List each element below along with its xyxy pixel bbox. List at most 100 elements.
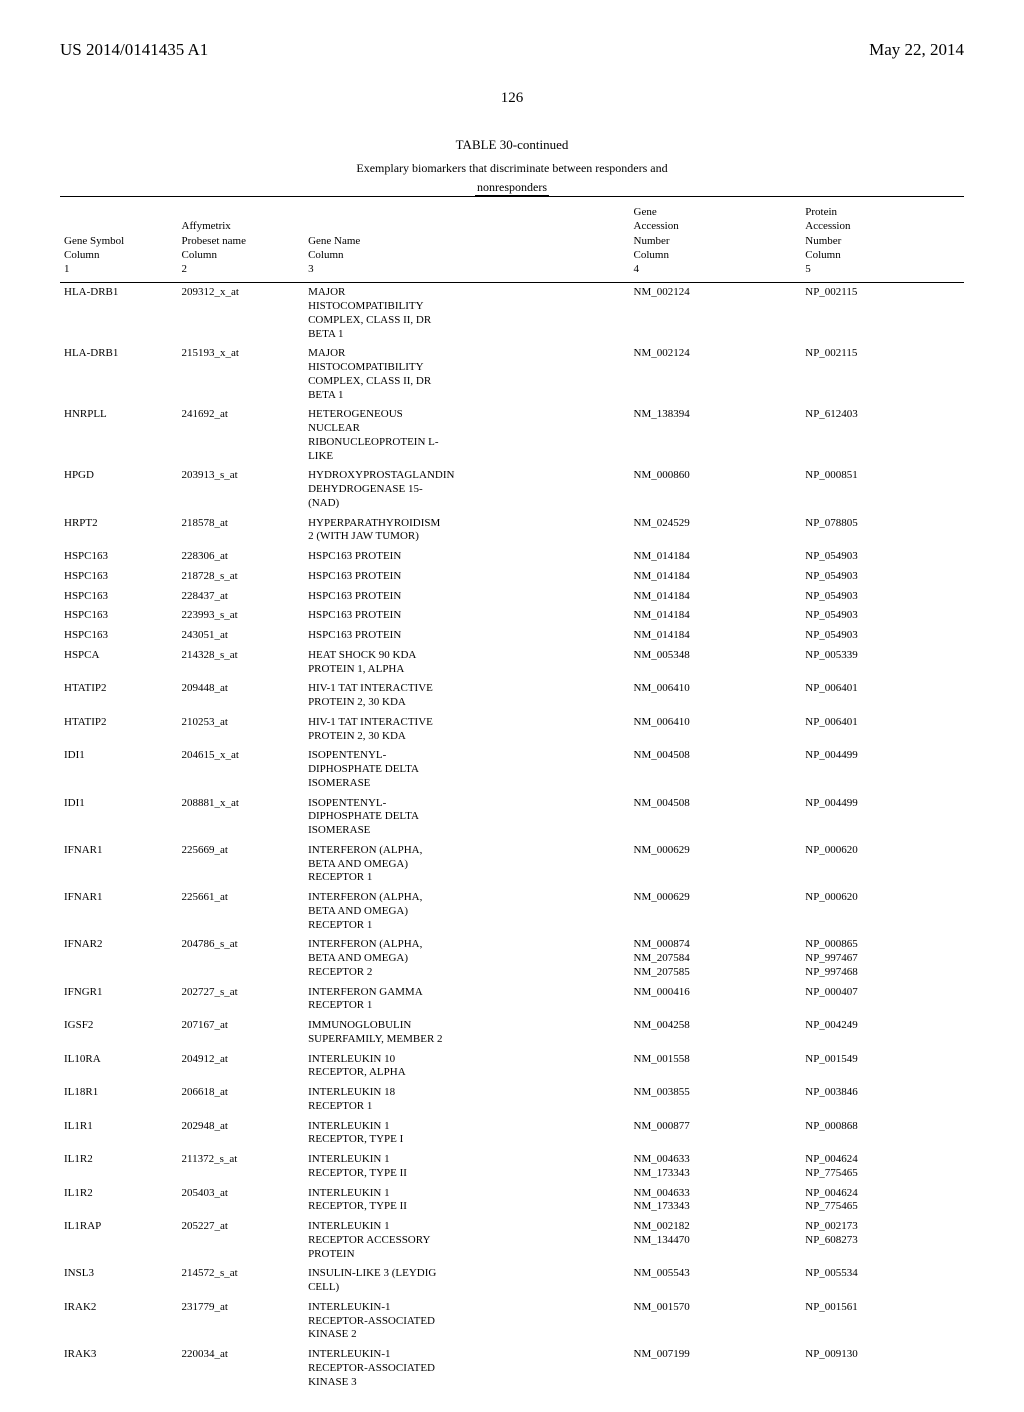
cell-gene-name: ISOPENTENYL-DIPHOSPHATE DELTAISOMERASE <box>304 746 629 793</box>
cell-protein-accession: NP_054903 <box>801 587 964 607</box>
cell-gene-symbol: HSPC163 <box>60 606 178 626</box>
table-row: IL18R1206618_atINTERLEUKIN 18RECEPTOR 1N… <box>60 1083 964 1117</box>
table-row: HLA-DRB1209312_x_atMAJORHISTOCOMPATIBILI… <box>60 283 964 345</box>
cell-probeset: 228306_at <box>178 547 305 567</box>
publication-date: May 22, 2014 <box>869 40 964 60</box>
caption-line1: Exemplary biomarkers that discriminate b… <box>60 161 964 176</box>
table-row: IFNAR1225669_atINTERFERON (ALPHA,BETA AN… <box>60 841 964 888</box>
cell-gene-symbol: HRPT2 <box>60 514 178 548</box>
table-row: IL1R2205403_atINTERLEUKIN 1RECEPTOR, TYP… <box>60 1184 964 1218</box>
cell-protein-accession: NP_002115 <box>801 283 964 345</box>
cell-gene-name: INTERLEUKIN 1RECEPTOR ACCESSORYPROTEIN <box>304 1217 629 1264</box>
cell-gene-accession: NM_000416 <box>630 983 802 1017</box>
cell-gene-accession: NM_004508 <box>630 794 802 841</box>
cell-gene-accession: NM_014184 <box>630 547 802 567</box>
cell-protein-accession: NP_000868 <box>801 1117 964 1151</box>
table-row: HNRPLL241692_atHETEROGENEOUSNUCLEARRIBON… <box>60 405 964 466</box>
cell-probeset: 241692_at <box>178 405 305 466</box>
cell-protein-accession: NP_003846 <box>801 1083 964 1117</box>
cell-gene-name: ISOPENTENYL-DIPHOSPHATE DELTAISOMERASE <box>304 794 629 841</box>
cell-gene-accession: NM_000874NM_207584NM_207585 <box>630 935 802 982</box>
cell-gene-symbol: HTATIP2 <box>60 713 178 747</box>
table-row: IL1R1202948_atINTERLEUKIN 1RECEPTOR, TYP… <box>60 1117 964 1151</box>
cell-gene-accession: NM_014184 <box>630 606 802 626</box>
cell-probeset: 228437_at <box>178 587 305 607</box>
table-row: HLA-DRB1215193_x_atMAJORHISTOCOMPATIBILI… <box>60 344 964 405</box>
cell-gene-accession: NM_000877 <box>630 1117 802 1151</box>
cell-gene-accession: NM_014184 <box>630 567 802 587</box>
cell-probeset: 204786_s_at <box>178 935 305 982</box>
table-row: IL1R2211372_s_atINTERLEUKIN 1RECEPTOR, T… <box>60 1150 964 1184</box>
cell-protein-accession: NP_002115 <box>801 344 964 405</box>
cell-protein-accession: NP_001561 <box>801 1298 964 1345</box>
cell-gene-name: HIV-1 TAT INTERACTIVEPROTEIN 2, 30 KDA <box>304 679 629 713</box>
table-row: IFNAR2204786_s_atINTERFERON (ALPHA,BETA … <box>60 935 964 982</box>
cell-gene-name: MAJORHISTOCOMPATIBILITYCOMPLEX, CLASS II… <box>304 283 629 345</box>
cell-gene-accession: NM_004258 <box>630 1016 802 1050</box>
cell-protein-accession: NP_002173NP_608273 <box>801 1217 964 1264</box>
table-row: IL1RAP205227_atINTERLEUKIN 1RECEPTOR ACC… <box>60 1217 964 1264</box>
cell-probeset: 209312_x_at <box>178 283 305 345</box>
cell-gene-symbol: HLA-DRB1 <box>60 344 178 405</box>
cell-probeset: 204912_at <box>178 1050 305 1084</box>
cell-gene-name: INTERLEUKIN 1RECEPTOR, TYPE II <box>304 1184 629 1218</box>
table-row: HPGD203913_s_atHYDROXYPROSTAGLANDINDEHYD… <box>60 466 964 513</box>
table-row: IFNGR1202727_s_atINTERFERON GAMMARECEPTO… <box>60 983 964 1017</box>
cell-protein-accession: NP_054903 <box>801 626 964 646</box>
cell-probeset: 225661_at <box>178 888 305 935</box>
cell-gene-accession: NM_024529 <box>630 514 802 548</box>
table-head: Gene Symbol Column 1 Affymetrix Probeset… <box>60 197 964 283</box>
table-title: TABLE 30-continued <box>60 137 964 153</box>
cell-probeset: 218578_at <box>178 514 305 548</box>
cell-protein-accession: NP_004624NP_775465 <box>801 1184 964 1218</box>
cell-gene-name: HSPC163 PROTEIN <box>304 567 629 587</box>
cell-probeset: 206618_at <box>178 1083 305 1117</box>
cell-protein-accession: NP_004499 <box>801 794 964 841</box>
cell-gene-symbol: IL10RA <box>60 1050 178 1084</box>
cell-gene-name: IMMUNOGLOBULINSUPERFAMILY, MEMBER 2 <box>304 1016 629 1050</box>
cell-protein-accession: NP_000620 <box>801 841 964 888</box>
cell-gene-accession: NM_002124 <box>630 283 802 345</box>
cell-protein-accession: NP_078805 <box>801 514 964 548</box>
cell-gene-accession: NM_004633NM_173343 <box>630 1150 802 1184</box>
cell-gene-name: HYDROXYPROSTAGLANDINDEHYDROGENASE 15-(NA… <box>304 466 629 513</box>
cell-gene-accession: NM_000860 <box>630 466 802 513</box>
cell-probeset: 231779_at <box>178 1298 305 1345</box>
cell-protein-accession: NP_004249 <box>801 1016 964 1050</box>
cell-gene-accession: NM_003855 <box>630 1083 802 1117</box>
cell-gene-accession: NM_000629 <box>630 841 802 888</box>
cell-gene-accession: NM_138394 <box>630 405 802 466</box>
cell-gene-accession: NM_001558 <box>630 1050 802 1084</box>
cell-probeset: 214572_s_at <box>178 1264 305 1298</box>
table-row: IFNAR1225661_atINTERFERON (ALPHA,BETA AN… <box>60 888 964 935</box>
cell-protein-accession: NP_000851 <box>801 466 964 513</box>
cell-gene-symbol: IRAK2 <box>60 1298 178 1345</box>
cell-protein-accession: NP_054903 <box>801 567 964 587</box>
cell-probeset: 208881_x_at <box>178 794 305 841</box>
cell-protein-accession: NP_009130 <box>801 1345 964 1392</box>
cell-gene-name: HETEROGENEOUSNUCLEARRIBONUCLEOPROTEIN L-… <box>304 405 629 466</box>
cell-probeset: 209448_at <box>178 679 305 713</box>
cell-gene-symbol: HTATIP2 <box>60 679 178 713</box>
cell-gene-symbol: HSPC163 <box>60 626 178 646</box>
table-row: IRAK2231779_atINTERLEUKIN-1RECEPTOR-ASSO… <box>60 1298 964 1345</box>
cell-gene-symbol: HLA-DRB1 <box>60 283 178 345</box>
cell-gene-symbol: IL1R2 <box>60 1184 178 1218</box>
cell-gene-symbol: IL1R2 <box>60 1150 178 1184</box>
cell-gene-symbol: IDI1 <box>60 746 178 793</box>
cell-probeset: 243051_at <box>178 626 305 646</box>
table-row: HSPCA214328_s_atHEAT SHOCK 90 KDAPROTEIN… <box>60 646 964 680</box>
table-row: IDI1208881_x_atISOPENTENYL-DIPHOSPHATE D… <box>60 794 964 841</box>
cell-gene-symbol: HNRPLL <box>60 405 178 466</box>
cell-gene-accession: NM_005348 <box>630 646 802 680</box>
cell-gene-symbol: IFNAR2 <box>60 935 178 982</box>
table-row: HTATIP2210253_atHIV-1 TAT INTERACTIVEPRO… <box>60 713 964 747</box>
cell-probeset: 218728_s_at <box>178 567 305 587</box>
cell-gene-name: INTERFERON GAMMARECEPTOR 1 <box>304 983 629 1017</box>
cell-probeset: 220034_at <box>178 1345 305 1392</box>
cell-gene-name: INTERLEUKIN 1RECEPTOR, TYPE I <box>304 1117 629 1151</box>
cell-gene-name: HSPC163 PROTEIN <box>304 606 629 626</box>
page-header: US 2014/0141435 A1 May 22, 2014 <box>60 40 964 60</box>
cell-gene-accession: NM_002124 <box>630 344 802 405</box>
cell-gene-symbol: IL1R1 <box>60 1117 178 1151</box>
